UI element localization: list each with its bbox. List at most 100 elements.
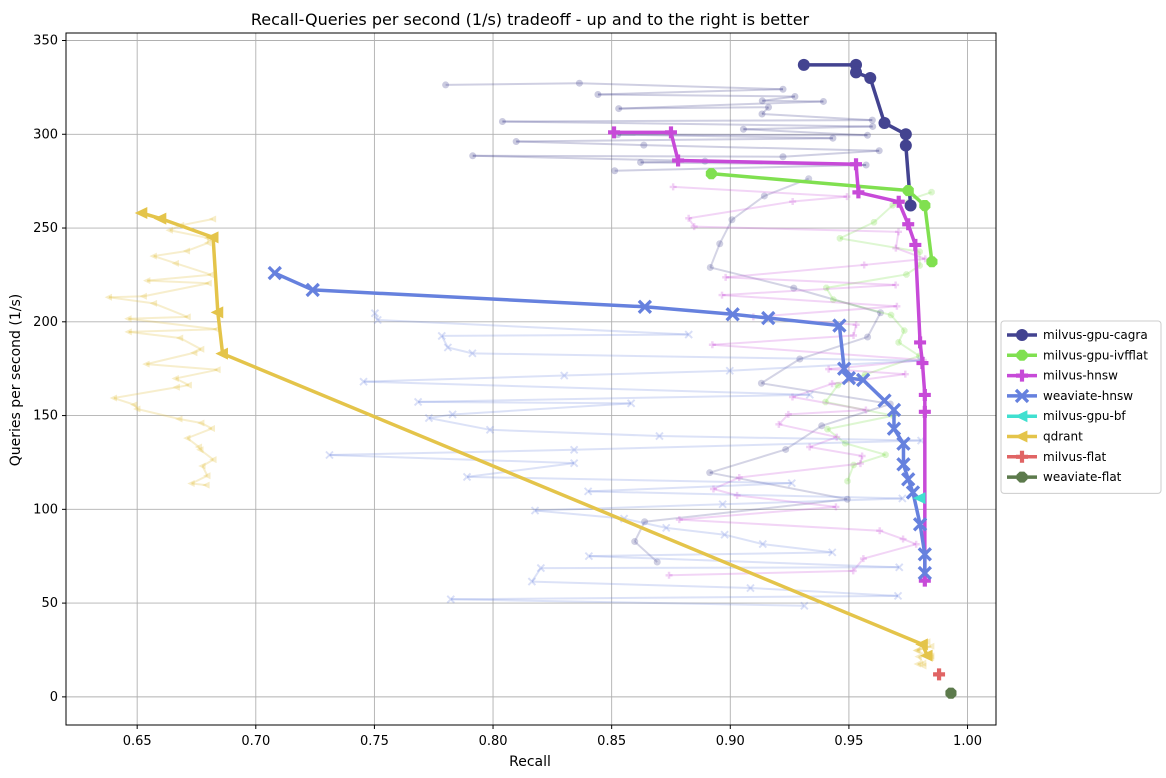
background-point bbox=[130, 401, 138, 409]
data-point-milvus-hnsw bbox=[664, 126, 677, 139]
background-line bbox=[778, 423, 837, 439]
y-tick-label: 100 bbox=[33, 502, 58, 517]
background-line bbox=[710, 266, 795, 290]
background-point bbox=[765, 103, 773, 111]
background-point bbox=[203, 472, 211, 480]
background-line bbox=[502, 120, 873, 128]
background-line bbox=[441, 333, 689, 337]
data-point-weaviate-hnsw bbox=[901, 472, 916, 487]
background-line bbox=[778, 413, 790, 426]
background-line bbox=[146, 363, 218, 371]
background-line bbox=[176, 384, 189, 389]
series-line-milvus-gpu-ivfflat bbox=[711, 171, 934, 263]
background-point bbox=[728, 216, 736, 224]
background-point bbox=[359, 377, 368, 386]
background-line bbox=[721, 294, 897, 308]
background-point bbox=[197, 419, 205, 427]
background-point bbox=[208, 215, 217, 223]
data-point-milvus-gpu-cagra bbox=[797, 58, 810, 71]
background-line bbox=[198, 446, 202, 451]
background-point bbox=[187, 480, 195, 488]
data-point-milvus-hnsw bbox=[918, 405, 931, 418]
background-point bbox=[823, 284, 830, 292]
background-line bbox=[617, 133, 833, 140]
background-point bbox=[843, 193, 851, 201]
background-point bbox=[171, 374, 179, 382]
background-point bbox=[784, 410, 792, 418]
background-point bbox=[424, 413, 434, 423]
background-line bbox=[762, 95, 796, 102]
background-line bbox=[179, 417, 202, 424]
background-line bbox=[846, 464, 855, 482]
background-line bbox=[673, 185, 848, 198]
background-point bbox=[448, 410, 457, 419]
data-point-weaviate-hnsw bbox=[896, 457, 911, 472]
data-point-milvus-gpu-ivfflat bbox=[705, 168, 717, 180]
background-point bbox=[875, 147, 883, 155]
background-line bbox=[760, 358, 801, 385]
axis-ticks: 0.65 0.70 0.75 0.80 0.85 0.90 0.95 1.00 0 50 100 15… bbox=[33, 34, 982, 749]
background-point bbox=[876, 309, 884, 317]
background-point bbox=[641, 518, 649, 526]
background-point bbox=[706, 263, 714, 271]
background-point bbox=[829, 134, 837, 142]
background-line bbox=[826, 273, 907, 289]
background-point bbox=[868, 116, 876, 124]
data-point-weaviate-hnsw bbox=[832, 318, 847, 333]
background-point bbox=[824, 425, 831, 433]
legend-item-milvus-gpu-ivfflat: milvus-gpu-ivfflat bbox=[1007, 348, 1148, 362]
background-point bbox=[104, 293, 113, 301]
background-point bbox=[899, 535, 907, 543]
data-point-weaviate-hnsw bbox=[267, 265, 282, 281]
background-point bbox=[733, 491, 741, 499]
background-line bbox=[725, 263, 865, 279]
background-line bbox=[894, 231, 900, 249]
background-line bbox=[201, 465, 209, 477]
background-line bbox=[137, 408, 180, 420]
background-line bbox=[853, 453, 886, 466]
y-tick-label: 50 bbox=[41, 596, 58, 611]
background-point bbox=[370, 309, 380, 318]
data-point-milvus-hnsw bbox=[914, 336, 927, 349]
background-line bbox=[466, 462, 575, 478]
background-line bbox=[633, 521, 646, 543]
background-point bbox=[882, 451, 889, 458]
background-point bbox=[806, 443, 814, 451]
background-point bbox=[735, 474, 743, 482]
data-point-milvus-hnsw bbox=[852, 186, 865, 199]
background-line bbox=[428, 413, 453, 420]
background-point bbox=[325, 450, 334, 460]
legend-label: weaviate-flat bbox=[1043, 470, 1122, 484]
x-tick-label: 1.00 bbox=[953, 734, 982, 749]
legend-marker bbox=[1016, 471, 1028, 483]
background-line bbox=[618, 106, 769, 110]
legend-label: qdrant bbox=[1043, 430, 1083, 444]
data-point-weaviate-flat bbox=[945, 687, 957, 699]
data-point-qdrant bbox=[205, 231, 219, 244]
background-line bbox=[597, 88, 784, 96]
background-point bbox=[800, 601, 809, 610]
data-point-milvus-hnsw bbox=[918, 388, 931, 401]
background-line bbox=[618, 100, 824, 110]
background-point bbox=[893, 302, 901, 310]
background-line bbox=[193, 348, 202, 354]
background-line bbox=[644, 498, 848, 523]
background-point bbox=[631, 538, 639, 546]
background-point bbox=[862, 161, 870, 169]
legend-label: milvus-gpu-bf bbox=[1043, 409, 1126, 423]
background-point bbox=[718, 500, 727, 509]
background-line bbox=[917, 662, 924, 666]
background-point bbox=[133, 405, 141, 413]
background-point bbox=[828, 548, 837, 557]
background-point bbox=[442, 81, 450, 89]
background-line bbox=[739, 462, 861, 479]
background-point bbox=[828, 380, 836, 388]
y-axis-label: Queries per second (1/s) bbox=[8, 294, 24, 466]
data-point-weaviate-hnsw bbox=[886, 402, 902, 418]
background-point bbox=[898, 494, 907, 503]
data-point-weaviate-hnsw bbox=[917, 547, 932, 562]
background-point bbox=[530, 506, 540, 515]
background-point bbox=[725, 366, 734, 375]
background-line bbox=[489, 428, 660, 438]
background-line bbox=[201, 458, 214, 467]
